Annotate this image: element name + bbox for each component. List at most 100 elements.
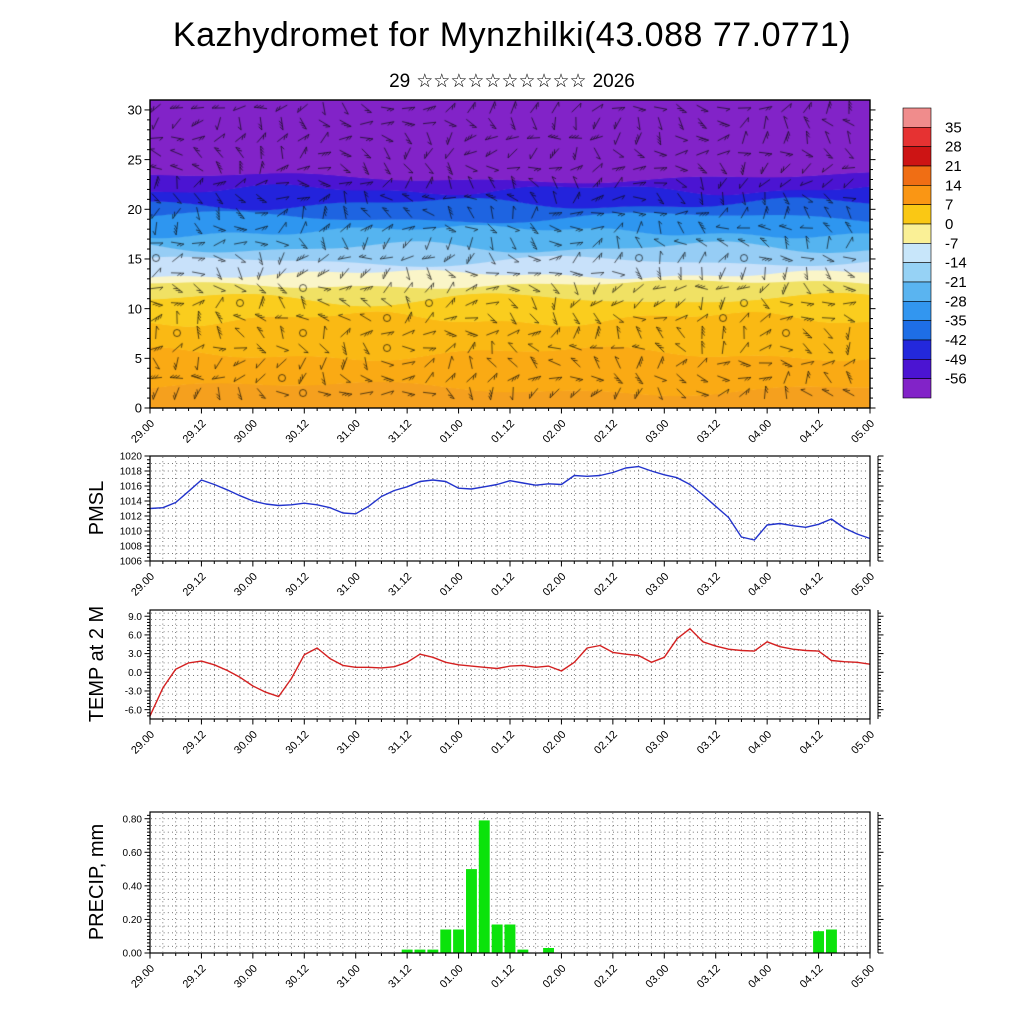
svg-text:04.00: 04.00 bbox=[746, 963, 774, 991]
svg-text:1020: 1020 bbox=[120, 452, 143, 463]
svg-text:25: 25 bbox=[128, 152, 142, 167]
svg-text:31.12: 31.12 bbox=[386, 963, 414, 991]
temperature-colorbar: 35 28 21 14 7 0 -7 -14 -21 -28 -35 -42 -49 -56 bbox=[902, 107, 967, 399]
svg-text:04.12: 04.12 bbox=[798, 963, 826, 991]
svg-text:02.00: 02.00 bbox=[541, 571, 569, 599]
svg-text:10: 10 bbox=[128, 301, 142, 316]
precip-bar bbox=[440, 929, 452, 953]
grid bbox=[151, 457, 869, 560]
svg-text:1016: 1016 bbox=[120, 482, 143, 493]
svg-text:14: 14 bbox=[945, 177, 962, 194]
svg-text:0.60: 0.60 bbox=[123, 848, 143, 859]
svg-text:31.12: 31.12 bbox=[386, 571, 414, 599]
svg-text:31.12: 31.12 bbox=[386, 418, 414, 446]
x-tick-labels: 29.00 29.12 30.00 30.12 31.00 31.12 01.00 01.12… bbox=[129, 571, 877, 599]
precip-bar bbox=[813, 931, 824, 953]
y-tick-labels: 9.0 6.0 3.0 0.0 -3.0 -6.0 bbox=[125, 612, 143, 716]
svg-text:05.00: 05.00 bbox=[849, 571, 877, 599]
subtitle-day: 29 bbox=[389, 71, 411, 92]
svg-text:30.00: 30.00 bbox=[232, 963, 260, 991]
svg-text:-6.0: -6.0 bbox=[125, 705, 143, 716]
precip-bars bbox=[401, 820, 837, 953]
precip-bar bbox=[826, 929, 837, 953]
svg-text:03.00: 03.00 bbox=[643, 729, 671, 757]
svg-text:03.00: 03.00 bbox=[643, 418, 671, 446]
svg-text:04.00: 04.00 bbox=[746, 729, 774, 757]
svg-text:31.00: 31.00 bbox=[335, 418, 363, 446]
svg-text:03.00: 03.00 bbox=[643, 571, 671, 599]
svg-text:02.00: 02.00 bbox=[541, 729, 569, 757]
svg-text:0.80: 0.80 bbox=[123, 814, 143, 825]
svg-text:5: 5 bbox=[135, 351, 142, 366]
x-tick-labels: 29.00 29.12 30.00 30.12 31.00 31.12 01.00 01.12… bbox=[129, 729, 877, 757]
svg-text:31.00: 31.00 bbox=[335, 729, 363, 757]
svg-text:29.00: 29.00 bbox=[129, 963, 157, 991]
svg-text:0.00: 0.00 bbox=[123, 949, 143, 960]
wind-temperature-heatmap bbox=[150, 100, 870, 408]
svg-text:29.12: 29.12 bbox=[181, 963, 209, 991]
svg-text:30.00: 30.00 bbox=[232, 418, 260, 446]
svg-text:30.00: 30.00 bbox=[232, 729, 260, 757]
page-title: Kazhydromet for Mynzhilki(43.088 77.0771… bbox=[172, 16, 852, 54]
svg-text:03.00: 03.00 bbox=[643, 963, 671, 991]
date-subtitle: 29 ☆☆☆☆☆☆☆☆☆☆ 2026 bbox=[0, 70, 1024, 93]
subtitle-stars-icon: ☆☆☆☆☆☆☆☆☆☆ bbox=[416, 71, 587, 92]
subtitle-year: 2026 bbox=[592, 71, 635, 92]
svg-text:0: 0 bbox=[135, 401, 142, 416]
y-tick-labels: 1020 1018 1016 1014 1012 1010 1008 1006 bbox=[120, 452, 143, 568]
svg-text:-49: -49 bbox=[945, 351, 967, 368]
svg-text:35: 35 bbox=[945, 119, 962, 136]
precip-bar bbox=[543, 948, 554, 953]
svg-text:03.12: 03.12 bbox=[695, 963, 723, 991]
svg-text:-28: -28 bbox=[945, 293, 967, 310]
svg-text:29.00: 29.00 bbox=[129, 729, 157, 757]
svg-text:0: 0 bbox=[945, 216, 953, 233]
svg-text:30: 30 bbox=[128, 103, 142, 118]
svg-text:6.0: 6.0 bbox=[128, 631, 142, 642]
x-tick-labels: 29.00 29.12 30.00 30.12 31.00 31.12 01.00 01.12… bbox=[129, 418, 877, 446]
temp-2m-line bbox=[149, 628, 871, 717]
svg-text:30.00: 30.00 bbox=[232, 571, 260, 599]
y-axis-ticks bbox=[144, 814, 884, 954]
svg-text:-56: -56 bbox=[945, 371, 967, 388]
svg-text:03.12: 03.12 bbox=[695, 571, 723, 599]
svg-text:01.00: 01.00 bbox=[438, 571, 466, 599]
svg-text:01.12: 01.12 bbox=[489, 963, 517, 991]
svg-text:02.12: 02.12 bbox=[592, 418, 620, 446]
svg-text:01.12: 01.12 bbox=[489, 571, 517, 599]
svg-text:28: 28 bbox=[945, 139, 962, 156]
svg-text:01.12: 01.12 bbox=[489, 418, 517, 446]
x-tick-labels: 29.00 29.12 30.00 30.12 31.00 31.12 01.00 01.12… bbox=[129, 963, 877, 991]
precip-bar bbox=[517, 949, 529, 953]
svg-text:0.40: 0.40 bbox=[123, 881, 143, 892]
svg-text:31.00: 31.00 bbox=[335, 963, 363, 991]
svg-text:1008: 1008 bbox=[120, 542, 143, 553]
svg-text:-42: -42 bbox=[945, 332, 967, 349]
svg-text:04.00: 04.00 bbox=[746, 571, 774, 599]
x-axis-ticks bbox=[149, 561, 871, 567]
svg-text:01.00: 01.00 bbox=[438, 418, 466, 446]
precip-bar bbox=[504, 924, 516, 953]
svg-text:29.12: 29.12 bbox=[181, 571, 209, 599]
svg-text:02.12: 02.12 bbox=[592, 963, 620, 991]
svg-text:1018: 1018 bbox=[120, 467, 143, 478]
svg-text:30.12: 30.12 bbox=[283, 418, 311, 446]
svg-text:29.00: 29.00 bbox=[129, 418, 157, 446]
svg-text:29.00: 29.00 bbox=[129, 571, 157, 599]
svg-text:02.12: 02.12 bbox=[592, 571, 620, 599]
pmsl-line bbox=[149, 465, 871, 541]
precip-bar bbox=[478, 820, 490, 953]
svg-text:29.12: 29.12 bbox=[181, 729, 209, 757]
y-tick-labels: 0.80 0.60 0.40 0.20 0.00 bbox=[123, 814, 143, 959]
svg-text:30.12: 30.12 bbox=[283, 729, 311, 757]
precip-bar bbox=[401, 949, 413, 953]
svg-text:-35: -35 bbox=[945, 313, 967, 330]
svg-text:04.12: 04.12 bbox=[798, 418, 826, 446]
x-axis-ticks bbox=[149, 953, 871, 959]
svg-text:31.00: 31.00 bbox=[335, 571, 363, 599]
precip-bar bbox=[427, 949, 439, 953]
svg-text:0.20: 0.20 bbox=[123, 915, 143, 926]
